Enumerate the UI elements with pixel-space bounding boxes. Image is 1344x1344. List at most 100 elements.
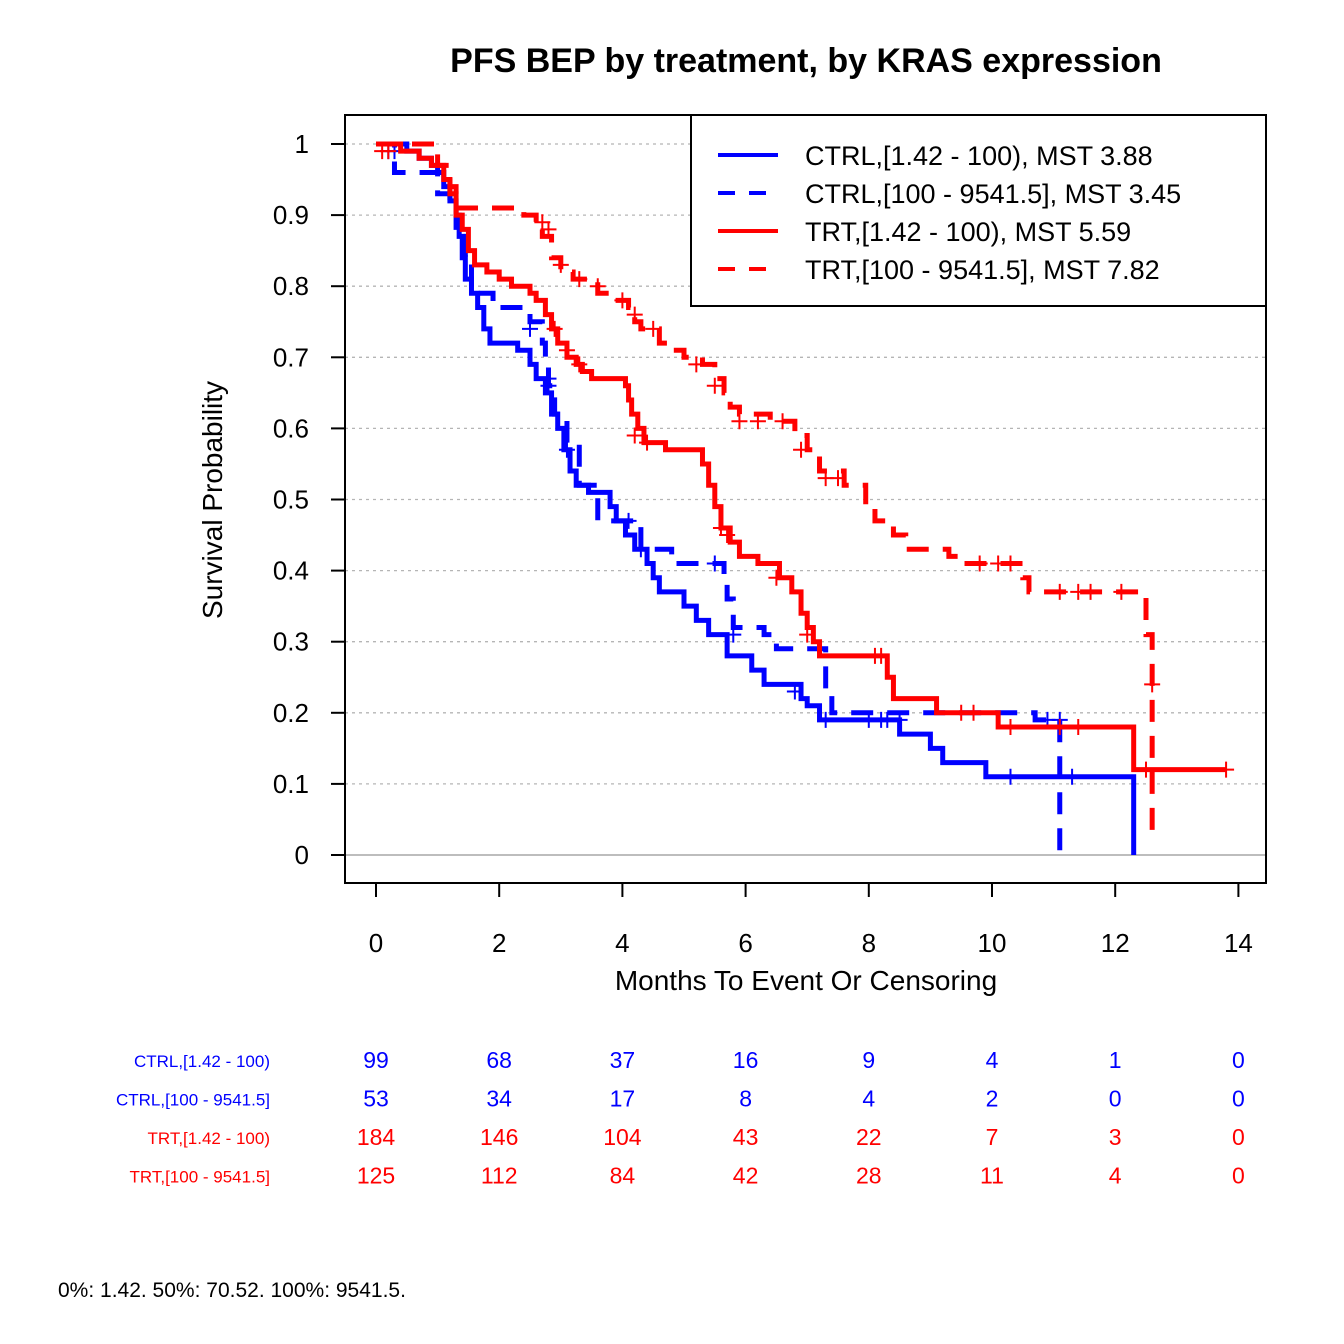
risk-value: 43 bbox=[733, 1124, 759, 1150]
risk-value: 0 bbox=[1232, 1047, 1245, 1073]
censor-mark bbox=[786, 683, 803, 700]
censor-mark bbox=[620, 512, 637, 529]
km-curve bbox=[376, 141, 1063, 855]
censor-mark bbox=[571, 271, 588, 288]
censor-mark bbox=[725, 626, 742, 643]
censor-mark bbox=[1113, 583, 1130, 600]
censor-mark bbox=[731, 413, 748, 430]
risk-value: 4 bbox=[1109, 1163, 1122, 1189]
risk-value: 42 bbox=[733, 1163, 759, 1189]
legend-box bbox=[690, 114, 1267, 307]
risk-value: 7 bbox=[986, 1124, 999, 1150]
risk-value: 3 bbox=[1109, 1124, 1122, 1150]
y-tick-label: 0.5 bbox=[273, 485, 309, 515]
censor-mark bbox=[774, 413, 791, 430]
legend-entry: CTRL,[100 - 9541.5], MST 3.45 bbox=[805, 179, 1181, 209]
x-axis-label: Months To Event Or Censoring bbox=[615, 965, 997, 996]
risk-row-label: CTRL,[100 - 9541.5] bbox=[116, 1091, 270, 1110]
censor-mark bbox=[706, 377, 723, 394]
km-curve bbox=[376, 141, 1155, 834]
risk-value: 9 bbox=[862, 1047, 875, 1073]
x-tick-label: 2 bbox=[492, 928, 506, 958]
x-tick-label: 4 bbox=[615, 928, 629, 958]
risk-value: 184 bbox=[357, 1124, 396, 1150]
risk-value: 99 bbox=[363, 1047, 389, 1073]
risk-value: 4 bbox=[862, 1086, 875, 1112]
y-tick-label: 0.2 bbox=[273, 698, 309, 728]
censor-mark bbox=[1144, 676, 1161, 693]
risk-value: 0 bbox=[1232, 1163, 1245, 1189]
risk-value: 17 bbox=[610, 1086, 636, 1112]
censor-mark bbox=[1138, 761, 1154, 778]
risk-value: 84 bbox=[610, 1163, 636, 1189]
risk-value: 2 bbox=[986, 1086, 999, 1112]
footnote: 0%: 1.42. 50%: 70.52. 100%: 9541.5. bbox=[58, 1279, 406, 1302]
legend: CTRL,[1.42 - 100), MST 3.88 CTRL,[100 - 9… bbox=[690, 114, 1267, 307]
risk-value: 146 bbox=[480, 1124, 518, 1150]
censor-mark bbox=[1218, 761, 1235, 778]
risk-value: 53 bbox=[363, 1086, 389, 1112]
x-tick-label: 10 bbox=[978, 928, 1007, 958]
censor-mark bbox=[719, 527, 736, 544]
risk-row-label: TRT,[1.42 - 100) bbox=[147, 1129, 270, 1148]
censor-mark bbox=[860, 711, 877, 728]
censor-mark bbox=[971, 555, 988, 572]
censor-mark bbox=[1002, 719, 1019, 736]
risk-value: 68 bbox=[486, 1047, 512, 1073]
censor-mark bbox=[1002, 555, 1019, 572]
grid-lines bbox=[345, 143, 1266, 856]
censor-mark bbox=[626, 306, 643, 323]
series-4 bbox=[376, 141, 1161, 834]
x-tick-label: 12 bbox=[1101, 928, 1130, 958]
censor-mark bbox=[873, 647, 890, 664]
risk-row-label: TRT,[100 - 9541.5] bbox=[130, 1168, 271, 1187]
censor-mark bbox=[546, 320, 563, 337]
censor-mark bbox=[614, 292, 631, 309]
risk-value: 22 bbox=[856, 1124, 882, 1150]
censor-mark bbox=[768, 569, 785, 586]
censor-mark bbox=[522, 320, 538, 337]
censor-mark bbox=[380, 143, 397, 160]
y-tick-label: 0.9 bbox=[273, 200, 309, 230]
censor-mark bbox=[799, 626, 816, 643]
censor-mark bbox=[540, 370, 557, 387]
censor-mark bbox=[645, 320, 662, 337]
y-tick-label: 0.4 bbox=[273, 556, 309, 586]
risk-value: 125 bbox=[357, 1163, 395, 1189]
risk-value: 0 bbox=[1109, 1086, 1122, 1112]
chart-title: PFS BEP by treatment, by KRAS expression bbox=[450, 42, 1162, 80]
risk-value: 0 bbox=[1232, 1086, 1245, 1112]
censor-mark bbox=[1070, 719, 1087, 736]
censor-mark bbox=[1082, 583, 1099, 600]
x-tick-label: 6 bbox=[738, 928, 752, 958]
censor-mark bbox=[1002, 768, 1019, 785]
censor-mark bbox=[639, 434, 656, 451]
censor-mark bbox=[793, 441, 810, 458]
y-tick-label: 1 bbox=[295, 129, 309, 159]
x-tick-label: 8 bbox=[862, 928, 876, 958]
risk-value: 4 bbox=[986, 1047, 999, 1073]
censor-mark bbox=[552, 256, 569, 273]
y-tick-label: 0.7 bbox=[273, 342, 309, 372]
y-tick-label: 0.3 bbox=[273, 627, 309, 657]
risk-value: 1 bbox=[1109, 1047, 1122, 1073]
censor-mark bbox=[626, 427, 643, 444]
x-tick-label: 14 bbox=[1224, 928, 1253, 958]
risk-value: 34 bbox=[486, 1086, 512, 1112]
legend-entry: TRT,[1.42 - 100), MST 5.59 bbox=[805, 217, 1131, 247]
risk-value: 0 bbox=[1232, 1124, 1245, 1150]
x-tick-label: 0 bbox=[369, 928, 383, 958]
censor-mark bbox=[589, 278, 606, 295]
y-tick-label: 0.1 bbox=[273, 769, 309, 799]
censor-mark bbox=[558, 342, 575, 359]
risk-value: 8 bbox=[739, 1086, 752, 1112]
censor-mark bbox=[830, 470, 846, 487]
survival-curves bbox=[374, 141, 1235, 855]
censor-mark bbox=[632, 541, 649, 558]
censor-mark bbox=[1051, 719, 1068, 736]
censor-mark bbox=[688, 356, 705, 373]
risk-value: 37 bbox=[610, 1047, 636, 1073]
censor-mark bbox=[749, 413, 766, 430]
censor-mark bbox=[1064, 768, 1081, 785]
